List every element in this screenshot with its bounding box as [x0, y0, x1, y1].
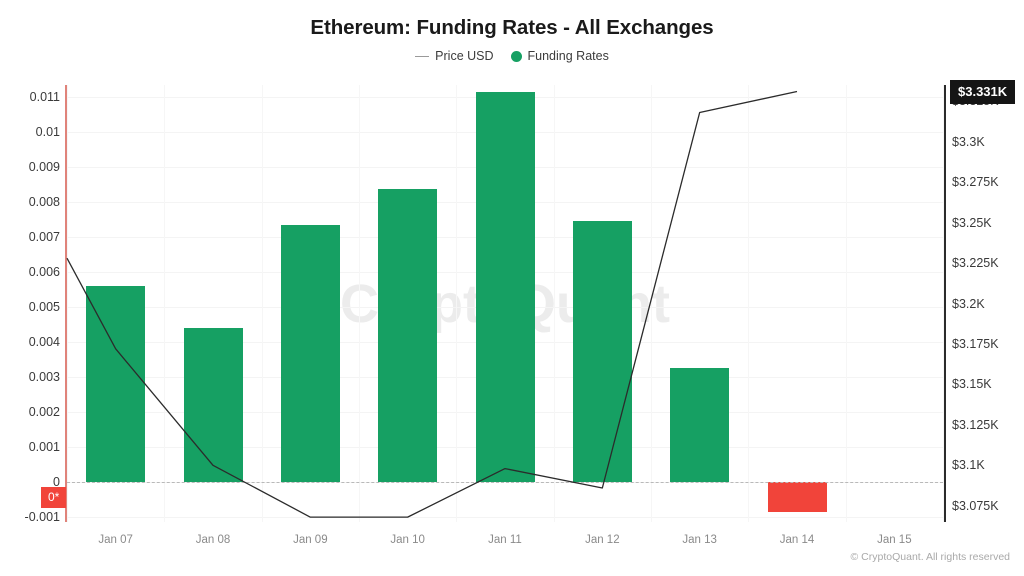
x-gridline	[553, 85, 555, 522]
left-axis-tick: 0.005	[28, 299, 60, 314]
x-gridline	[164, 85, 166, 522]
x-axis-tick: Jan 07	[98, 534, 133, 546]
gridline	[67, 516, 943, 518]
x-axis-tick: Jan 10	[390, 534, 425, 546]
right-axis-line	[944, 85, 946, 522]
x-axis-tick: Jan 14	[779, 534, 815, 546]
legend-item-price-usd[interactable]: Price USD	[415, 49, 494, 63]
x-gridline	[456, 85, 458, 522]
left-axis-tick: 0.003	[28, 369, 60, 384]
bar-jan-09[interactable]	[280, 224, 340, 482]
x-axis-tick: Jan 12	[585, 534, 620, 546]
left-axis-tick: 0.002	[28, 404, 60, 419]
left-axis-value-badge: 0*	[41, 486, 67, 508]
x-axis-tick: Jan 09	[293, 534, 328, 546]
bar-jan-10[interactable]	[378, 189, 438, 482]
right-axis-tick: $3.2K	[952, 296, 985, 311]
right-axis-tick: $3.1K	[952, 458, 985, 473]
chart-title: Ethereum: Funding Rates - All Exchanges	[310, 16, 714, 39]
x-gridline	[845, 85, 847, 522]
chart-legend: Price USD Funding Rates	[0, 49, 1024, 63]
bar-jan-08[interactable]	[183, 327, 243, 482]
right-axis-tick: $3.3K	[952, 134, 985, 149]
legend-label-funding-rates: Funding Rates	[527, 49, 609, 63]
left-axis-tick: 0	[53, 474, 60, 489]
bar-jan-13[interactable]	[670, 368, 730, 482]
legend-label-price-usd: Price USD	[435, 49, 494, 63]
left-axis-tick: 0.009	[28, 160, 60, 175]
circle-dot-icon	[510, 50, 522, 62]
x-axis-tick: Jan 11	[488, 534, 522, 546]
right-axis-tick: $3.275K	[952, 175, 999, 190]
legend-item-funding-rates[interactable]: Funding Rates	[510, 49, 609, 63]
plot-area: CryptoQuant	[66, 85, 944, 522]
x-gridline	[261, 85, 263, 522]
x-axis-tick: Jan 15	[877, 534, 912, 546]
right-axis-tick: $3.175K	[952, 336, 999, 351]
line-dash-icon	[415, 55, 430, 57]
price-line-path	[66, 90, 798, 518]
price-line-series	[66, 90, 798, 518]
x-gridline	[748, 85, 750, 522]
right-axis-tick: $3.125K	[952, 417, 999, 432]
copyright-footer: © CryptoQuant. All rights reserved	[850, 551, 1010, 563]
bar-jan-14[interactable]	[767, 481, 827, 512]
bar-jan-07[interactable]	[86, 286, 146, 482]
left-axis-tick: 0.007	[28, 230, 60, 245]
zero-baseline	[67, 481, 943, 483]
bar-jan-11[interactable]	[475, 91, 535, 482]
left-axis-tick: 0.011	[29, 90, 60, 105]
bar-jan-12[interactable]	[572, 220, 632, 482]
right-axis-value-badge: $3.331K	[950, 80, 1016, 105]
left-axis-tick: 0.008	[28, 195, 60, 210]
left-axis-tick: 0.01	[35, 125, 60, 140]
left-axis-tick: 0.001	[28, 439, 60, 454]
left-axis-labels: 0.011 0.01 0.009 0.008 0.007 0.006 0.005 0.004 0…	[0, 0, 60, 576]
left-axis-tick: 0.006	[28, 265, 60, 280]
x-axis-tick: Jan 13	[682, 534, 717, 546]
right-axis-tick: $3.25K	[952, 215, 992, 230]
x-axis-tick: Jan 08	[195, 534, 231, 546]
left-axis-line	[65, 85, 67, 522]
right-axis-tick: $3.225K	[952, 256, 999, 271]
x-gridline	[359, 85, 360, 522]
x-gridline	[67, 85, 68, 522]
right-axis-tick: $3.15K	[952, 377, 992, 392]
right-axis-tick: $3.075K	[952, 498, 999, 513]
left-axis-tick: -0.001	[24, 509, 60, 524]
left-axis-tick: 0.004	[28, 334, 60, 349]
x-gridline	[651, 85, 652, 522]
x-gridline	[943, 85, 944, 522]
